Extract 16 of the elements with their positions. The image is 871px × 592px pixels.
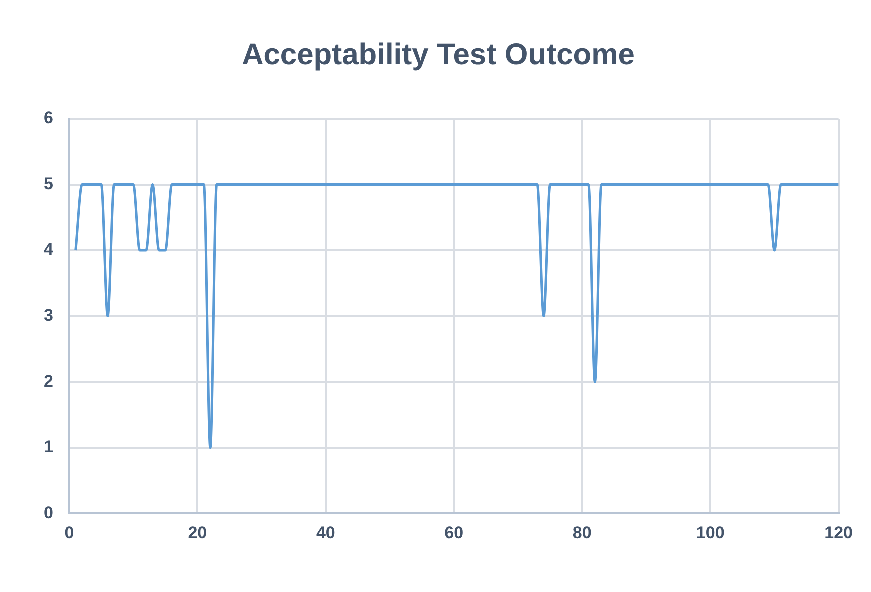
x-tick-label: 0 bbox=[64, 523, 74, 542]
y-tick-label: 0 bbox=[44, 503, 54, 522]
y-tick-label: 1 bbox=[44, 438, 54, 457]
y-tick-label: 5 bbox=[44, 174, 54, 194]
x-tick-label: 60 bbox=[444, 523, 464, 542]
x-tick-label: 20 bbox=[188, 523, 208, 542]
y-tick-label: 2 bbox=[44, 372, 54, 391]
y-tick-label: 3 bbox=[44, 306, 54, 325]
x-tick-label: 40 bbox=[316, 523, 336, 542]
y-tick-label: 4 bbox=[44, 240, 54, 260]
x-tick-label: 80 bbox=[572, 523, 592, 542]
x-tick-label: 100 bbox=[696, 523, 725, 542]
x-tick-label: 120 bbox=[824, 523, 854, 542]
line-series bbox=[74, 184, 839, 450]
y-tick-label: 6 bbox=[44, 108, 54, 128]
chart-title: Acceptability Test Outcome bbox=[242, 38, 635, 72]
